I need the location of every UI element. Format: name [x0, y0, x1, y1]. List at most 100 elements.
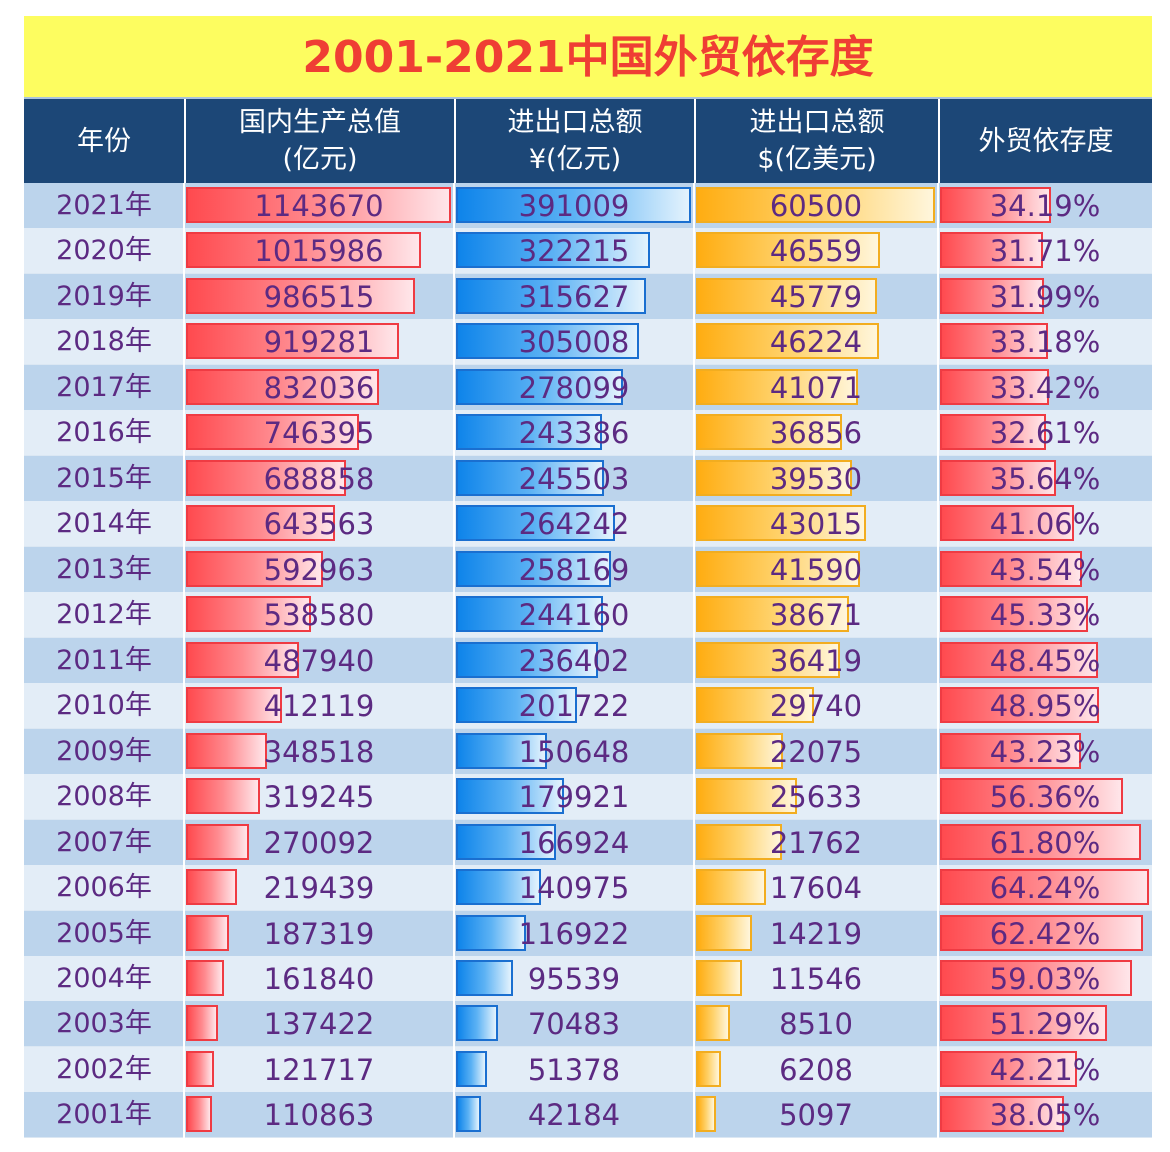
trade-usd-value: 29740	[769, 689, 863, 724]
trade-cny-value: 322215	[518, 234, 630, 269]
trade-usd-value: 25633	[769, 780, 863, 815]
year-cell: 2003年	[56, 1008, 152, 1040]
year-cell: 2004年	[56, 962, 152, 994]
year-cell: 2013年	[56, 553, 152, 585]
trade-usd-bar	[696, 368, 859, 405]
trade-usd-bar	[696, 277, 877, 314]
trade-cny-value: 116922	[518, 916, 630, 951]
gdp-bar	[186, 459, 346, 496]
dependency-value: 33.42%	[989, 370, 1101, 405]
column-divider	[453, 183, 455, 1138]
gdp-value: 592963	[263, 552, 375, 587]
gdp-bar	[186, 323, 399, 360]
dependency-value: 38.05%	[989, 1098, 1101, 1133]
table-row: 2019年 986515 315627 45779 31.99%	[24, 273, 1152, 319]
header-gdp-unit: (亿元)	[282, 144, 358, 175]
trade-cny-bar	[456, 187, 691, 223]
year-cell: 2015年	[56, 462, 152, 494]
column-divider	[183, 183, 185, 1138]
year-cell: 2012年	[56, 599, 152, 631]
dependency-value: 43.23%	[989, 734, 1101, 769]
table-chart: 2001-2021中国外贸依存度 年份 国内生产总值 (亿元) 进出口总额 ¥(…	[24, 16, 1152, 1138]
dependency-bar	[940, 914, 1144, 951]
trade-cny-value: 201722	[518, 689, 630, 724]
header-trade-usd-label: 进出口总额	[749, 107, 885, 138]
gdp-bar	[186, 277, 415, 314]
trade-cny-value: 245503	[518, 461, 630, 496]
gdp-value: 137422	[263, 1007, 375, 1042]
dependency-value: 34.19%	[989, 189, 1101, 223]
trade-usd-bar	[696, 550, 861, 587]
dependency-bar	[940, 823, 1142, 860]
dependency-bar	[940, 596, 1088, 633]
table-row: 2006年 219439 140975 17604 64.24%	[24, 865, 1152, 911]
dependency-value: 61.80%	[989, 825, 1101, 860]
trade-cny-value: 140975	[518, 871, 630, 906]
gdp-value: 270092	[263, 825, 375, 860]
year-cell: 2010年	[56, 690, 152, 722]
dependency-bar	[940, 778, 1124, 815]
gdp-bar	[186, 732, 267, 769]
header-year-label: 年份	[77, 125, 131, 157]
trade-usd-bar	[696, 1005, 730, 1042]
header-gdp-label: 国内生产总值	[239, 107, 401, 138]
trade-usd-bar	[696, 641, 840, 678]
gdp-bar	[186, 368, 379, 405]
header-gdp: 国内生产总值 (亿元)	[184, 99, 454, 183]
trade-usd-value: 41071	[769, 370, 863, 405]
table-row: 2014年 643563 264242 43015 41.06%	[24, 501, 1152, 547]
year-cell: 2006年	[56, 872, 152, 904]
header-trade-cny: 进出口总额 ¥(亿元)	[454, 99, 694, 183]
column-divider	[693, 183, 695, 1138]
dependency-value: 62.42%	[989, 916, 1101, 951]
gdp-bar	[186, 778, 260, 815]
trade-cny-bar	[456, 550, 612, 587]
trade-usd-value: 46559	[769, 234, 863, 269]
table-row: 2017年 832036 278099 41071 33.42%	[24, 364, 1152, 410]
trade-cny-bar	[456, 959, 514, 996]
trade-usd-value: 5097	[779, 1098, 853, 1133]
header-trade-cny-label: 进出口总额	[507, 107, 643, 138]
gdp-value: 412119	[263, 689, 375, 724]
dependency-value: 33.18%	[989, 325, 1101, 360]
trade-cny-value: 258169	[518, 552, 630, 587]
trade-usd-value: 8510	[779, 1007, 853, 1042]
table-row: 2018年 919281 305008 46224 33.18%	[24, 319, 1152, 365]
dependency-value: 56.36%	[989, 780, 1101, 815]
gdp-bar	[186, 414, 359, 451]
year-cell: 2011年	[56, 644, 152, 676]
header-trade-usd-unit: $(亿美元)	[757, 144, 877, 175]
trade-cny-value: 315627	[518, 279, 630, 314]
table-row: 2007年 270092 166924 21762 61.80%	[24, 819, 1152, 865]
dependency-bar	[940, 550, 1082, 587]
trade-usd-value: 43015	[769, 507, 863, 542]
year-cell: 2019年	[56, 280, 152, 312]
table-row: 2016年 746395 243386 36856 32.61%	[24, 410, 1152, 456]
trade-cny-bar	[456, 277, 646, 314]
trade-cny-value: 70483	[527, 1007, 621, 1042]
gdp-bar	[186, 505, 336, 542]
dependency-value: 64.24%	[989, 871, 1101, 906]
gdp-value: 161840	[263, 961, 375, 996]
trade-cny-value: 236402	[518, 643, 630, 678]
gdp-bar	[186, 641, 300, 678]
trade-usd-bar	[696, 914, 753, 951]
year-cell: 2008年	[56, 781, 152, 813]
trade-cny-bar	[456, 869, 541, 906]
table-row: 2001年 110863 42184 5097 38.05%	[24, 1092, 1152, 1138]
year-cell: 2001年	[56, 1099, 152, 1131]
year-cell: 2002年	[56, 1053, 152, 1085]
gdp-value: 1143670	[254, 189, 384, 223]
gdp-value: 832036	[263, 370, 375, 405]
table-row: 2011年 487940 236402 36419 48.45%	[24, 637, 1152, 683]
dependency-bar	[940, 732, 1081, 769]
trade-usd-value: 6208	[779, 1052, 853, 1087]
trade-usd-value: 36419	[769, 643, 863, 678]
trade-usd-value: 14219	[769, 916, 863, 951]
trade-usd-bar	[696, 732, 784, 769]
dependency-bar	[940, 368, 1049, 405]
trade-usd-value: 46224	[769, 325, 863, 360]
trade-cny-value: 95539	[527, 961, 621, 996]
table-row: 2013年 592963 258169 41590 43.54%	[24, 546, 1152, 592]
trade-usd-bar	[696, 778, 798, 815]
